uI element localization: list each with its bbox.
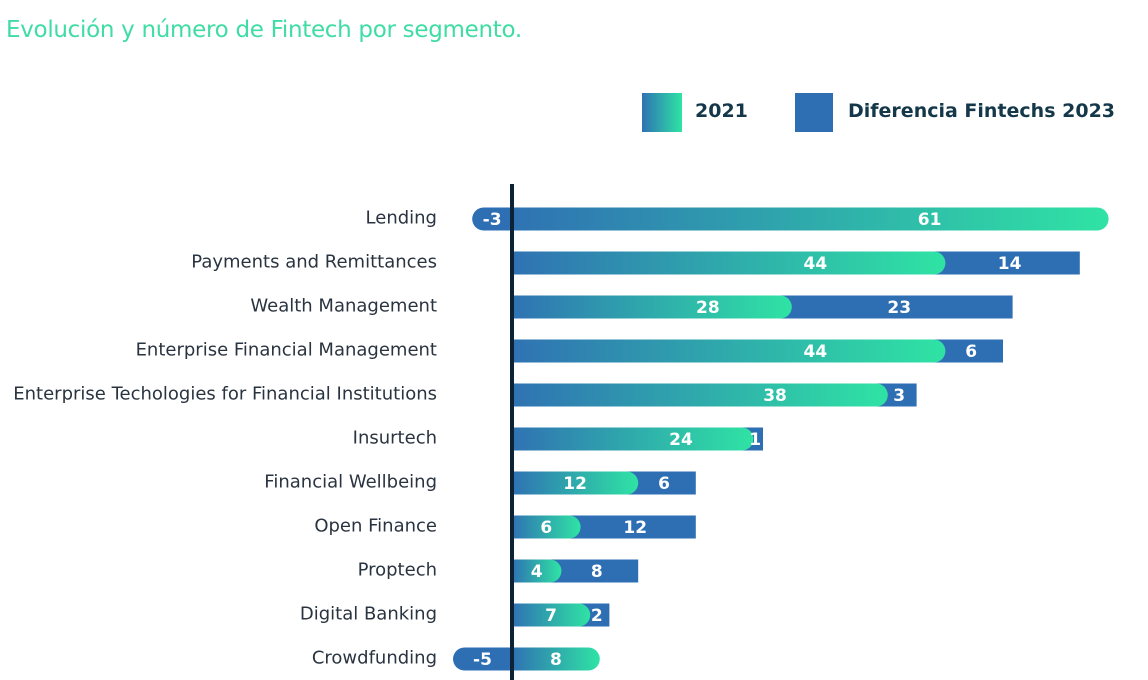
base-value-label: 44 — [804, 342, 828, 362]
base-value-label: 24 — [669, 430, 693, 450]
category-label: Insurtech — [353, 428, 437, 449]
base-value-label: 4 — [531, 562, 543, 582]
diff-value-label: 2 — [591, 606, 603, 626]
base-bar — [512, 383, 888, 407]
base-value-label: 28 — [696, 298, 720, 318]
base-value-label: 8 — [550, 650, 562, 670]
diff-value-label: 3 — [893, 386, 905, 406]
category-label: Payments and Remittances — [191, 252, 437, 273]
base-value-label: 44 — [804, 254, 828, 274]
category-label: Digital Banking — [300, 604, 437, 625]
base-value-label: 7 — [545, 606, 557, 626]
base-bar — [512, 471, 639, 495]
category-label: Enterprise Techologies for Financial Ins… — [13, 384, 437, 405]
base-value-label: 12 — [563, 474, 587, 494]
base-bar — [512, 207, 1109, 231]
diff-value-label: -3 — [483, 210, 502, 230]
base-bar — [512, 515, 581, 539]
base-value-label: 6 — [540, 518, 552, 538]
diff-value-label: 12 — [623, 518, 647, 538]
base-bar — [512, 647, 600, 671]
category-label: Financial Wellbeing — [264, 472, 437, 493]
legend-swatch-diff — [795, 93, 833, 132]
base-bar — [512, 603, 591, 627]
diff-value-label: -5 — [473, 650, 492, 670]
category-label: Open Finance — [314, 516, 437, 537]
base-bar — [512, 295, 792, 319]
diff-value-label: 6 — [965, 342, 977, 362]
diff-value-label: 8 — [591, 562, 603, 582]
base-bar — [512, 427, 754, 451]
base-bar — [512, 559, 562, 583]
diff-bar — [453, 647, 524, 671]
diff-value-label: 6 — [658, 474, 670, 494]
legend-label-diff: Diferencia Fintechs 2023 — [848, 100, 1116, 122]
category-label: Proptech — [358, 560, 437, 581]
base-value-label: 38 — [763, 386, 787, 406]
base-value-label: 61 — [918, 210, 942, 230]
diff-value-label: 23 — [887, 298, 911, 318]
diff-value-label: 1 — [749, 430, 761, 450]
category-label: Lending — [366, 208, 437, 229]
category-label: Wealth Management — [250, 296, 437, 317]
category-label: Enterprise Financial Management — [136, 340, 437, 361]
base-bar — [512, 251, 946, 275]
category-label: Crowdfunding — [312, 648, 437, 669]
chart-title: Evolución y número de Fintech por segmen… — [6, 17, 522, 43]
diff-value-label: 14 — [998, 254, 1022, 274]
base-bar — [512, 339, 946, 363]
legend-swatch-2021 — [642, 93, 682, 132]
legend-label-2021: 2021 — [695, 100, 748, 122]
